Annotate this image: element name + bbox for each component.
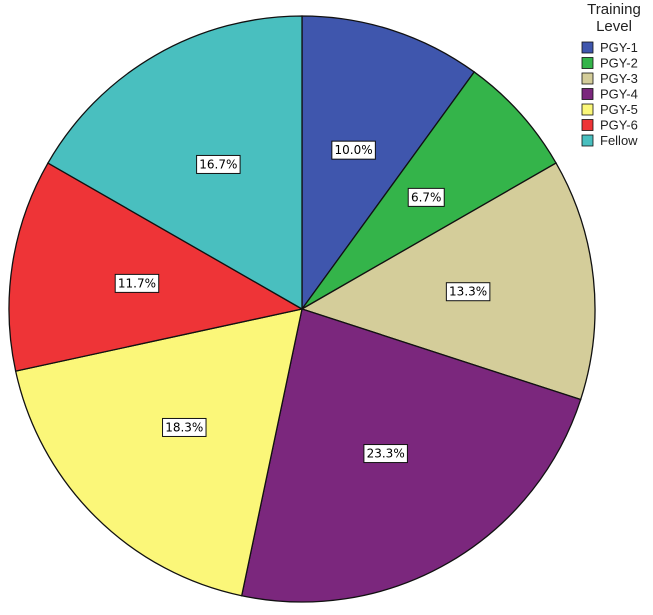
legend-label-pgy-1: PGY-1	[600, 40, 638, 55]
legend-swatch-fellow	[581, 134, 594, 147]
data-label-text-pgy-1: 10.0%	[335, 143, 373, 157]
data-label-fellow: 16.7%	[196, 154, 241, 174]
data-label-box-fellow	[196, 154, 241, 174]
pie-slice-pgy-5	[14, 308, 303, 597]
legend-swatch-pgy-3	[581, 72, 594, 85]
pie-slice-pgy-1	[301, 15, 476, 312]
data-label-text-pgy-6: 11.7%	[118, 276, 156, 290]
data-label-pgy-5: 18.3%	[162, 417, 207, 437]
legend-swatch-pgy-5	[581, 103, 594, 116]
data-label-text-fellow: 16.7%	[199, 157, 237, 171]
data-label-text-pgy-5: 18.3%	[165, 420, 203, 434]
data-label-pgy-4: 23.3%	[363, 444, 408, 464]
pie-slices	[8, 15, 596, 603]
pie-slice-pgy-4	[240, 308, 582, 603]
legend-label-pgy-5: PGY-5	[600, 102, 638, 117]
data-label-box-pgy-3	[445, 282, 491, 302]
legend-title-line-2: Level	[596, 18, 632, 35]
legend-label-pgy-3: PGY-3	[600, 71, 638, 86]
pie-slice-pgy-6	[8, 162, 304, 372]
pie-slice-pgy-3	[300, 162, 596, 401]
legend-swatch-pgy-2	[581, 57, 594, 69]
legend-label-fellow: Fellow	[600, 133, 638, 148]
data-label-text-pgy-3: 13.3%	[449, 285, 487, 299]
data-label-pgy-3: 13.3%	[445, 282, 491, 302]
legend-label-pgy-6: PGY-6	[600, 118, 638, 133]
data-label-box-pgy-6	[114, 273, 160, 293]
data-label-box-pgy-4	[363, 444, 408, 464]
legend-label-pgy-2: PGY-2	[600, 56, 638, 71]
data-label-box-pgy-5	[162, 417, 207, 437]
data-label-pgy-2: 6.7%	[407, 187, 445, 207]
legend-swatch-pgy-6	[581, 119, 594, 131]
data-label-text-pgy-2: 6.7%	[411, 190, 442, 204]
data-label-box-pgy-2	[407, 187, 445, 207]
pie-data-labels: 10.0% 6.7% 13.3% 23.3% 18.3% 11.7% 16.7%	[114, 140, 491, 464]
data-label-pgy-1: 10.0%	[331, 140, 376, 160]
data-label-pgy-6: 11.7%	[114, 273, 160, 293]
data-label-box-pgy-1	[331, 140, 376, 160]
legend-title-line-1: Training	[587, 1, 641, 18]
pie-slice-fellow	[47, 15, 303, 311]
legend-swatch-pgy-4	[581, 88, 594, 100]
legend: Training Level PGY-1PGY-2PGY-3PGY-4PGY-5…	[581, 1, 641, 148]
legend-swatch-pgy-1	[581, 41, 594, 54]
data-label-text-pgy-4: 23.3%	[367, 447, 405, 461]
legend-label-pgy-4: PGY-4	[600, 87, 638, 102]
